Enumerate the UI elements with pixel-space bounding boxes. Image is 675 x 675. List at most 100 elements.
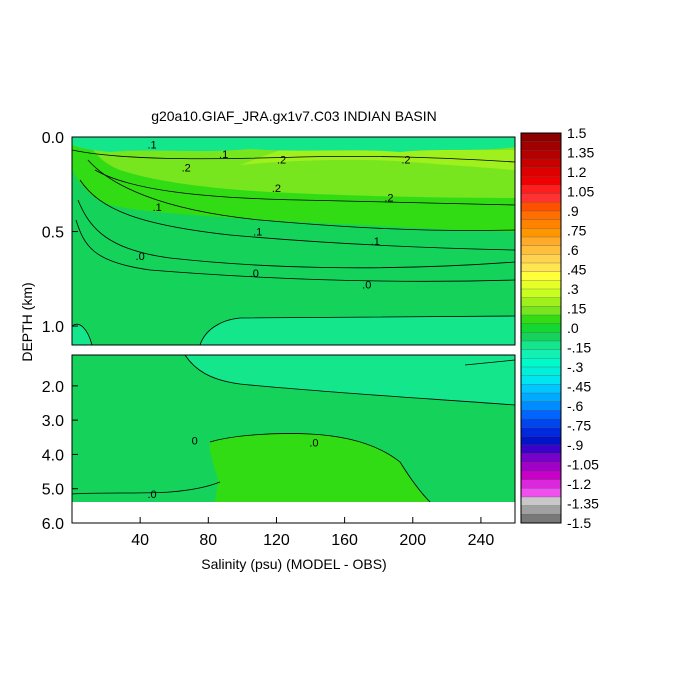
colorbar-label: -.45 [567, 379, 591, 395]
colorbar-swatch [520, 280, 562, 290]
x-tick-label: 120 [263, 532, 290, 549]
colorbar-swatch [520, 392, 562, 403]
colorbar-swatch [520, 384, 562, 394]
lower-green-region [209, 433, 430, 502]
upper-surface-teal [72, 137, 515, 152]
colorbar-swatch [520, 245, 562, 255]
colorbar-swatch [520, 349, 562, 359]
colorbar-swatch [520, 254, 562, 264]
upper-teal-corner [72, 324, 92, 345]
contour-label: .0 [309, 437, 318, 449]
colorbar-label: 1.2 [567, 164, 587, 180]
contour-label: .1 [219, 149, 228, 161]
colorbar-swatch [520, 358, 562, 368]
contour-label: .2 [384, 193, 393, 205]
x-axis: 40 80 120 160 200 240 [131, 517, 494, 549]
upper-panel [71, 136, 516, 346]
colorbar-swatch [520, 288, 562, 299]
chart-title: g20a10.GIAF_JRA.gx1v7.C03 INDIAN BASIN [151, 108, 437, 124]
colorbar-swatch [520, 306, 562, 316]
colorbar-swatch [520, 418, 562, 429]
lower-panel [71, 354, 516, 524]
colorbar-swatch [520, 141, 562, 151]
lower-panel-frame [71, 354, 516, 524]
contour-label: .1 [371, 236, 380, 248]
colorbar-label: -.75 [567, 418, 591, 434]
contour-line [464, 359, 516, 366]
y-tick-label: 1.0 [42, 319, 64, 336]
y-axis-lower: 2.0 3.0 4.0 5.0 6.0 [42, 379, 78, 533]
colorbar-swatch [520, 228, 562, 238]
colorbar-label: -.3 [567, 359, 584, 375]
colorbar-label: .3 [567, 281, 579, 297]
colorbar-label: -1.35 [567, 496, 599, 512]
colorbar-swatch [520, 470, 562, 481]
upper-panel-frame [71, 136, 516, 346]
colorbar-swatch [520, 514, 562, 524]
x-axis-label: Salinity (psu) (MODEL - OBS) [201, 556, 386, 572]
colorbar-frame [520, 132, 562, 524]
contour-label: .2 [182, 162, 191, 174]
contour-label: 0 [192, 436, 198, 448]
colorbar-swatch [520, 184, 562, 195]
colorbar-swatch [520, 453, 562, 463]
colorbar-label: .75 [567, 223, 587, 239]
x-tick-label: 160 [331, 532, 358, 549]
colorbar-swatch [520, 202, 562, 212]
contour-line [71, 323, 93, 346]
y-tick-label: 0.0 [42, 130, 64, 147]
lower-teal-sliver [465, 360, 515, 372]
colorbar-swatch [520, 496, 562, 507]
colorbar-swatch [520, 176, 562, 186]
colorbar-swatch [520, 375, 562, 385]
contour-line [77, 199, 516, 269]
colorbar-swatch [520, 436, 562, 446]
contour-label: .1 [153, 202, 162, 214]
contour-label: .1 [147, 140, 156, 152]
contour-line [71, 481, 221, 495]
colorbar-swatch [520, 297, 562, 307]
y-tick-label: 6.0 [42, 516, 64, 533]
colorbar-label: .9 [567, 203, 579, 219]
x-tick-label: 200 [399, 532, 426, 549]
colorbar-label: -1.05 [567, 457, 599, 473]
lower-missing-data [72, 502, 515, 523]
colorbar-label: .6 [567, 242, 579, 258]
x-tick-label: 240 [468, 532, 495, 549]
colorbar-swatch [520, 210, 562, 221]
colorbar-swatch [520, 262, 562, 273]
contour-label: .0 [250, 268, 259, 280]
y-tick-label: 5.0 [42, 482, 64, 499]
colorbar-swatch [520, 488, 562, 498]
x-tick-label: 80 [199, 532, 217, 549]
y-axis-label: DEPTH (km) [19, 282, 35, 361]
contour-line [87, 159, 516, 231]
contour-label: .1 [253, 227, 262, 239]
contour-line [79, 179, 516, 251]
colorbar-swatch [520, 193, 562, 203]
colorbar-label: 1.35 [567, 145, 594, 161]
colorbar-swatch [520, 366, 562, 377]
lower-teal-region [185, 355, 515, 405]
colorbar-swatch [520, 236, 562, 247]
colorbar-swatch [520, 150, 562, 160]
x-tick-label: 40 [131, 532, 149, 549]
y-tick-label: 2.0 [42, 379, 64, 396]
colorbar-swatch [520, 401, 562, 411]
contour-label: .2 [272, 183, 281, 195]
colorbar-swatch [520, 158, 562, 169]
contour-line [75, 219, 516, 282]
colorbar-label: -1.2 [567, 476, 591, 492]
colorbar-label: 1.05 [567, 184, 594, 200]
contour-line [94, 169, 516, 206]
contour-label: .0 [136, 251, 145, 263]
colorbar-swatch [520, 314, 562, 325]
colorbar-swatch [520, 271, 562, 281]
colorbar-label: -.9 [567, 437, 584, 453]
colorbar-swatch [520, 479, 562, 489]
y-tick-label: 4.0 [42, 447, 64, 464]
colorbar-label: .15 [567, 301, 587, 317]
colorbar-label: -.15 [567, 340, 591, 356]
colorbar-label: .45 [567, 262, 587, 278]
